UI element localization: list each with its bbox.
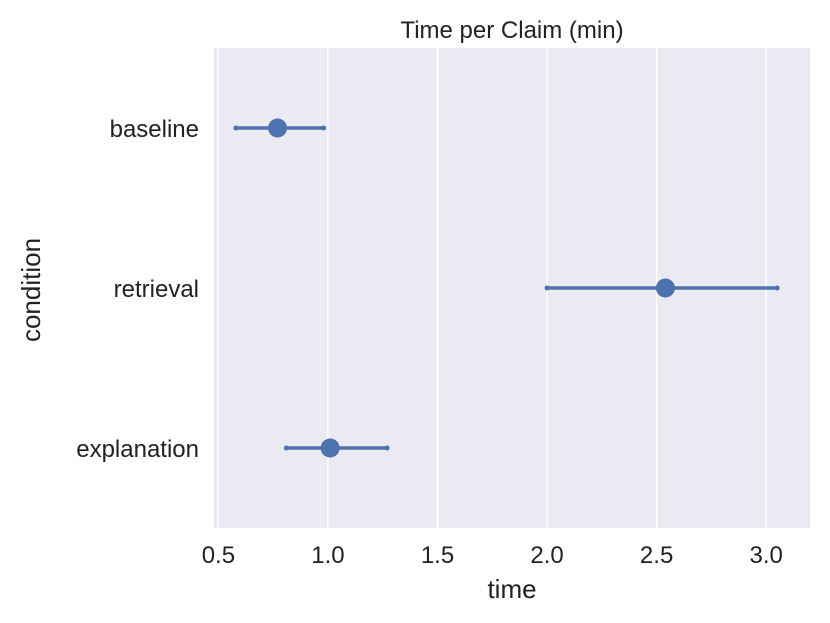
x-tick-labels: 0.5 1.0 1.5 2.0 2.5 3.0 xyxy=(202,542,783,569)
y-tick-label: explanation xyxy=(76,436,199,463)
mean-point xyxy=(655,278,675,298)
y-tick-label: retrieval xyxy=(114,276,199,303)
point-series xyxy=(233,118,780,458)
y-tick-labels: baseline retrieval explanation xyxy=(76,116,199,463)
mean-point xyxy=(320,438,340,458)
x-axis-label: time xyxy=(487,574,536,604)
x-tick-label: 0.5 xyxy=(202,542,235,569)
y-tick-label: baseline xyxy=(110,116,199,143)
error-bar-cap xyxy=(384,445,390,451)
error-bar-cap xyxy=(544,285,550,291)
x-tick-label: 1.0 xyxy=(311,542,344,569)
error-bar-cap xyxy=(233,125,239,131)
error-bar-cap xyxy=(321,125,327,131)
y-axis-label: condition xyxy=(16,238,46,342)
x-tick-label: 1.5 xyxy=(421,542,454,569)
chart-title: Time per Claim (min) xyxy=(400,17,623,44)
error-bar-cap xyxy=(283,445,289,451)
x-tick-label: 3.0 xyxy=(749,542,782,569)
x-tick-label: 2.0 xyxy=(530,542,563,569)
error-bar-cap xyxy=(774,285,780,291)
x-tick-label: 2.5 xyxy=(640,542,673,569)
mean-point xyxy=(268,118,288,138)
